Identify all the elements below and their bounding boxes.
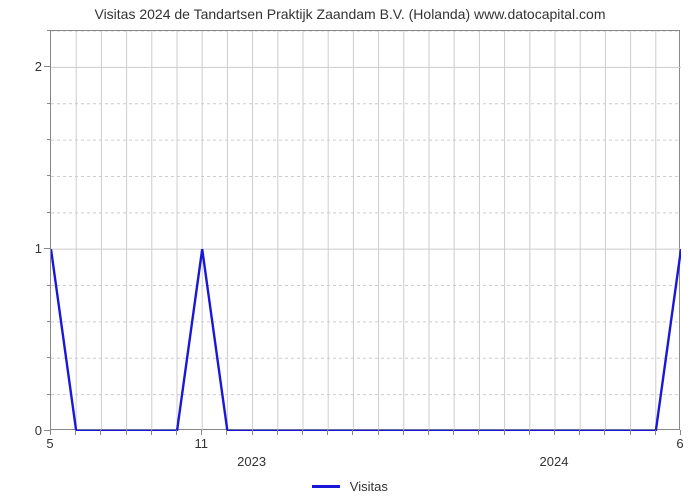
- x-tick-mark: [655, 430, 656, 435]
- y-tick-mark: [47, 357, 50, 358]
- y-tick-mark: [47, 175, 50, 176]
- x-tick-mark: [554, 430, 555, 435]
- legend-label: Visitas: [350, 479, 388, 494]
- x-tick-mark: [100, 430, 101, 435]
- x-tick-mark: [403, 430, 404, 435]
- legend-swatch: [312, 485, 340, 488]
- y-tick-mark: [47, 285, 50, 286]
- x-tick-mark: [75, 430, 76, 435]
- x-tick-mark: [579, 430, 580, 435]
- y-tick-mark: [47, 394, 50, 395]
- x-tick-mark: [50, 430, 51, 435]
- x-tick-mark: [604, 430, 605, 435]
- x-year-label: 2024: [540, 454, 569, 469]
- x-year-label: 2023: [237, 454, 266, 469]
- x-tick-label: 6: [676, 436, 683, 451]
- y-tick-mark: [47, 321, 50, 322]
- plot-svg: [51, 31, 681, 431]
- y-tick-mark: [47, 139, 50, 140]
- y-tick-mark: [47, 30, 50, 31]
- chart-container: Visitas 2024 de Tandartsen Praktijk Zaan…: [0, 0, 700, 500]
- x-tick-mark: [226, 430, 227, 435]
- y-tick-mark: [44, 66, 50, 67]
- y-tick-mark: [47, 212, 50, 213]
- x-tick-mark: [630, 430, 631, 435]
- x-tick-mark: [176, 430, 177, 435]
- x-tick-mark: [453, 430, 454, 435]
- chart-title: Visitas 2024 de Tandartsen Praktijk Zaan…: [0, 6, 700, 22]
- x-tick-mark: [302, 430, 303, 435]
- x-tick-mark: [529, 430, 530, 435]
- x-tick-mark: [478, 430, 479, 435]
- x-tick-label: 5: [46, 436, 53, 451]
- x-tick-mark: [428, 430, 429, 435]
- y-tick-label: 0: [35, 423, 42, 438]
- x-tick-mark: [352, 430, 353, 435]
- x-tick-mark: [151, 430, 152, 435]
- x-tick-mark: [504, 430, 505, 435]
- y-tick-label: 1: [35, 241, 42, 256]
- x-tick-mark: [277, 430, 278, 435]
- legend: Visitas: [0, 478, 700, 494]
- x-tick-mark: [327, 430, 328, 435]
- x-tick-mark: [126, 430, 127, 435]
- x-tick-mark: [378, 430, 379, 435]
- y-tick-mark: [47, 103, 50, 104]
- x-tick-label: 11: [194, 436, 208, 451]
- x-tick-mark: [680, 430, 681, 435]
- plot-area: [50, 30, 680, 430]
- x-tick-mark: [252, 430, 253, 435]
- y-tick-label: 2: [35, 59, 42, 74]
- x-tick-mark: [201, 430, 202, 435]
- y-tick-mark: [44, 248, 50, 249]
